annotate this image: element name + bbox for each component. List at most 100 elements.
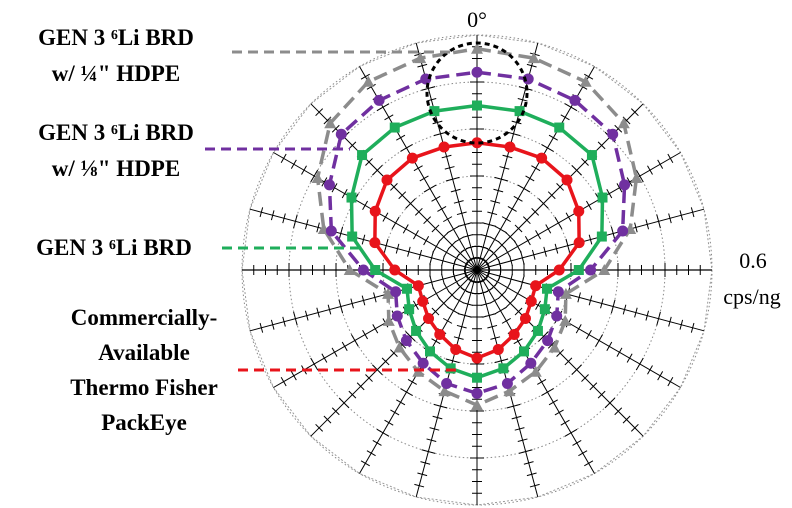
data-point-2-12 bbox=[472, 372, 482, 383]
grid-tick bbox=[450, 188, 461, 193]
data-point-2-7 bbox=[541, 283, 552, 294]
grid-tick bbox=[304, 310, 309, 321]
data-point-2-1 bbox=[514, 106, 525, 117]
data-point-3-0 bbox=[471, 137, 483, 149]
grid-tick bbox=[445, 176, 460, 182]
grid-tick bbox=[584, 73, 594, 80]
grid-tick bbox=[498, 241, 506, 249]
data-point-1-13 bbox=[441, 377, 453, 389]
grid-tick bbox=[356, 382, 365, 391]
grid-tick bbox=[679, 319, 684, 330]
grid-tick bbox=[447, 225, 460, 234]
grid-tick bbox=[456, 211, 467, 216]
grid-tick bbox=[421, 86, 436, 91]
data-point-0-4 bbox=[630, 171, 643, 183]
grid-tick bbox=[506, 131, 521, 137]
grid-tick bbox=[647, 165, 653, 175]
grid-tick bbox=[365, 158, 373, 166]
grid-tick bbox=[429, 250, 434, 265]
grid-tick bbox=[667, 153, 674, 163]
grid-tick bbox=[547, 191, 556, 200]
grid-tick bbox=[390, 409, 400, 416]
grid-tick bbox=[531, 249, 536, 260]
data-point-3-11 bbox=[492, 343, 504, 355]
data-point-3-14 bbox=[434, 328, 446, 340]
grid-tick bbox=[390, 349, 398, 357]
grid-tick bbox=[577, 292, 581, 303]
grid-tick bbox=[423, 236, 430, 246]
grid-tick bbox=[350, 334, 359, 347]
data-point-2-13 bbox=[445, 363, 456, 374]
grid-tick bbox=[423, 216, 432, 225]
grid-tick bbox=[645, 310, 650, 321]
grid-tick bbox=[622, 415, 631, 424]
grid-tick bbox=[426, 438, 437, 443]
grid-tick bbox=[513, 240, 522, 253]
grid-tick bbox=[376, 428, 390, 437]
grid-tick bbox=[490, 200, 501, 204]
grid-tick bbox=[690, 322, 695, 333]
grid-tick bbox=[626, 353, 633, 363]
data-point-1-5 bbox=[617, 225, 629, 237]
data-point-3-4 bbox=[573, 205, 585, 217]
legend-gray-line2: w/ ¼" HDPE bbox=[52, 61, 180, 86]
highlight-circle bbox=[425, 41, 529, 145]
grid-tick bbox=[259, 207, 264, 218]
data-point-2-17 bbox=[402, 283, 413, 294]
data-point-1-18 bbox=[357, 264, 369, 276]
grid-tick bbox=[407, 246, 411, 257]
data-point-1-21 bbox=[335, 128, 347, 140]
grid-tick bbox=[391, 216, 400, 230]
grid-tick bbox=[487, 211, 498, 216]
grid-tick bbox=[657, 159, 664, 169]
grid-tick bbox=[525, 175, 535, 182]
data-point-0-1 bbox=[527, 52, 540, 64]
grid-tick bbox=[290, 371, 297, 381]
data-point-1-20 bbox=[323, 179, 335, 191]
data-point-1-16 bbox=[391, 310, 403, 322]
grid-tick bbox=[501, 216, 511, 223]
grid-tick bbox=[304, 219, 309, 230]
data-point-3-2 bbox=[536, 152, 548, 164]
grid-tick bbox=[365, 374, 373, 382]
data-point-0-2 bbox=[579, 75, 592, 87]
data-point-2-14 bbox=[425, 346, 435, 357]
grid-tick bbox=[431, 224, 440, 233]
data-point-0-16 bbox=[382, 314, 395, 326]
data-point-1-9 bbox=[542, 335, 554, 347]
grid-tick bbox=[513, 338, 523, 345]
grid-tick bbox=[418, 249, 423, 260]
grid-tick bbox=[506, 403, 521, 409]
grid-tick bbox=[376, 103, 390, 112]
grid-tick bbox=[426, 97, 437, 102]
grid-tick bbox=[280, 153, 287, 163]
grid-tick bbox=[494, 176, 509, 182]
grid-tick bbox=[518, 449, 533, 454]
grid-tick bbox=[529, 483, 540, 488]
grid-tick bbox=[431, 307, 440, 316]
data-point-0-23 bbox=[414, 52, 427, 64]
grid-tick bbox=[468, 256, 479, 261]
grid-tick bbox=[564, 428, 578, 437]
grid-tick bbox=[622, 304, 627, 315]
grid-tick bbox=[443, 216, 453, 223]
grid-tick bbox=[441, 255, 445, 266]
grid-tick bbox=[441, 154, 452, 159]
angle-zero-label: 0° bbox=[467, 7, 487, 32]
grid-tick bbox=[564, 103, 578, 112]
data-point-1-15 bbox=[400, 335, 412, 347]
grid-tick bbox=[597, 141, 606, 150]
legend-gray-line1: GEN 3 ⁶Li BRD bbox=[38, 25, 194, 50]
grid-tick bbox=[348, 141, 357, 150]
data-point-1-7 bbox=[552, 286, 564, 298]
grid-tick bbox=[501, 317, 511, 324]
grid-tick bbox=[667, 377, 674, 387]
grid-tick bbox=[444, 166, 455, 170]
grid-tick bbox=[384, 114, 394, 121]
grid-tick bbox=[614, 124, 623, 133]
grid-tick bbox=[331, 183, 338, 193]
grid-tick bbox=[432, 120, 443, 125]
grid-tick bbox=[614, 407, 623, 416]
grid-tick bbox=[301, 165, 307, 175]
